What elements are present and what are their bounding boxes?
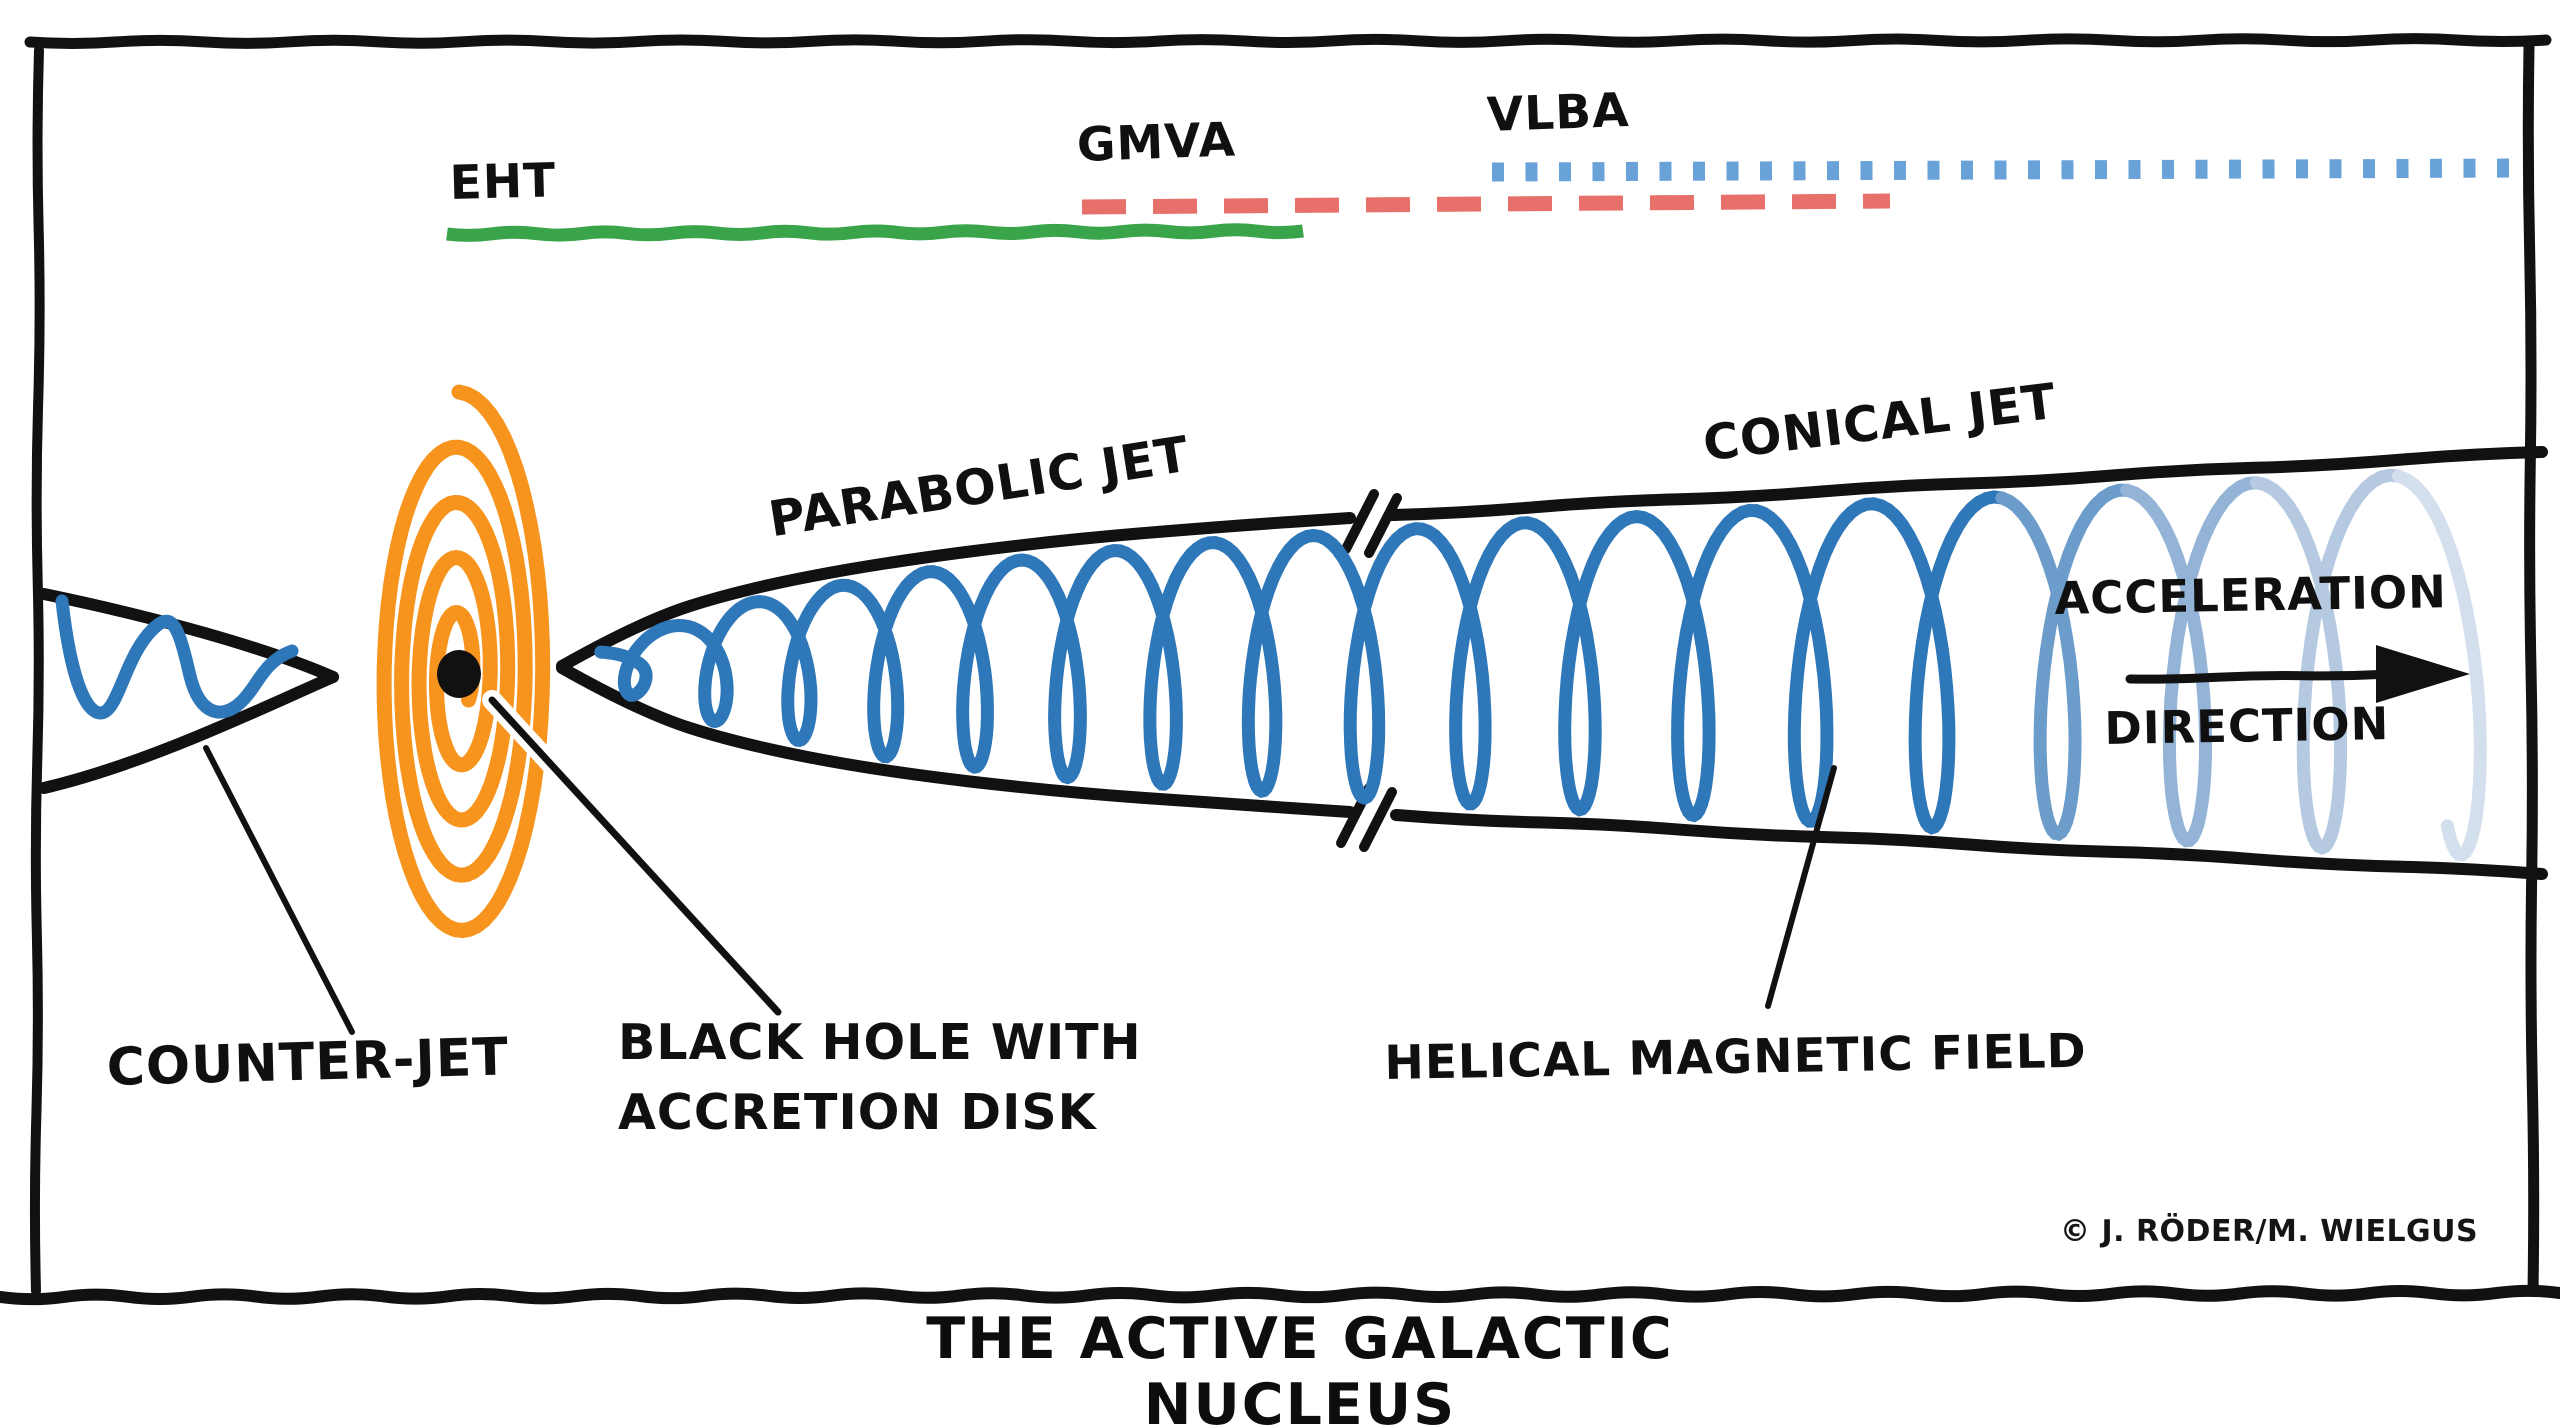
pointer-counter-jet (203, 745, 355, 1035)
jet-upper-boundary (556, 512, 1356, 672)
legend-gmva-line (1081, 193, 1891, 215)
black-hole-dot (437, 650, 481, 698)
counter-jet-label: COUNTER-JET (106, 1027, 510, 1098)
frame-border (0, 33, 2560, 1306)
legend-lines (446, 158, 2523, 242)
legend-vlba-label: VLBA (1486, 83, 1631, 143)
pointer-helical-field (1765, 765, 1837, 1009)
direction-label: DIRECTION (2104, 697, 2390, 755)
acceleration-label: ACCELERATION (2054, 565, 2448, 625)
jet-upper-conical (1386, 446, 2548, 521)
legend-gmva-label: GMVA (1076, 112, 1237, 173)
black-hole-label: BLACK HOLE WITH ACCRETION DISK (618, 1014, 1142, 1141)
legend-eht-label: EHT (449, 153, 557, 211)
jet-lower-conical (1390, 809, 2548, 880)
counter-jet-squiggle (55, 594, 299, 720)
figure-title: THE ACTIVE GALACTIC NUCLEUS (926, 1306, 1674, 1427)
acceleration-arrow (2125, 645, 2470, 703)
credit-text: © J. RÖDER/M. WIELGUS (2060, 1214, 2479, 1249)
jet-boundaries (556, 446, 2548, 880)
legend-eht-line (446, 223, 1304, 242)
jet-lower-boundary (556, 662, 1356, 818)
pointer-black-hole (488, 696, 782, 1016)
magnetic-helix (594, 468, 2487, 862)
pointer-lines (203, 690, 1837, 1035)
legend-vlba-line (1491, 158, 2523, 182)
accretion-disk-spiral (376, 384, 551, 939)
counter-jet-outline (38, 588, 339, 794)
